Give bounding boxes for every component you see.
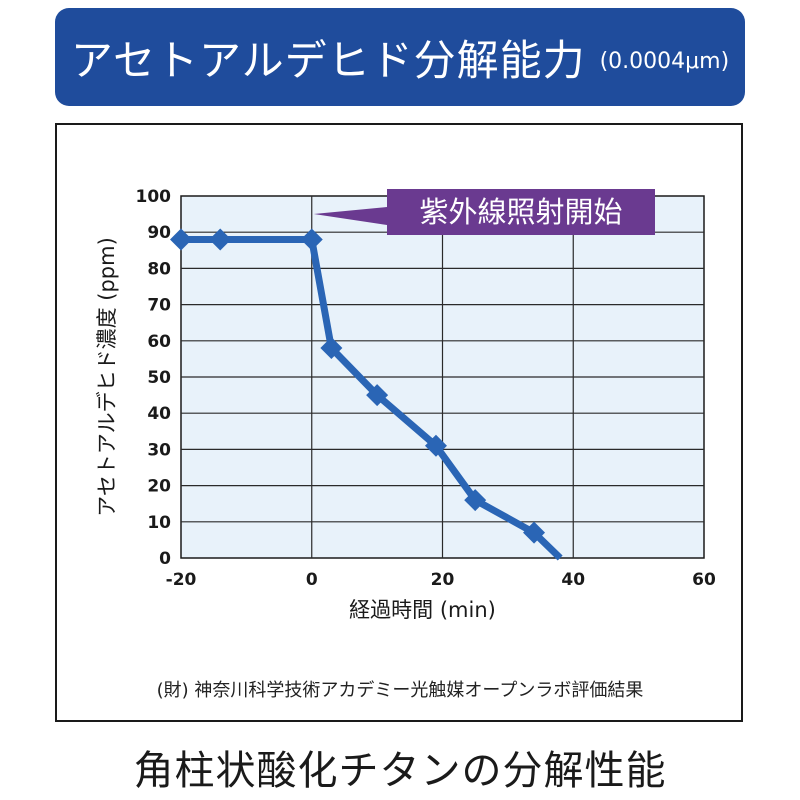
data-point	[523, 521, 546, 544]
chart-subtitle: (0.0004μm)	[599, 48, 730, 74]
y-tick-label: 60	[147, 332, 171, 352]
data-point	[209, 228, 232, 251]
y-tick-label: 70	[147, 296, 171, 316]
y-tick-label: 30	[147, 440, 171, 460]
y-tick-label: 80	[147, 259, 171, 279]
callout-label: 紫外線照射開始	[419, 195, 622, 229]
data-point	[300, 228, 323, 251]
callout-box	[387, 189, 655, 235]
y-tick-label: 50	[147, 368, 171, 388]
x-tick-label: 60	[692, 570, 716, 590]
x-tick-label: 20	[431, 570, 455, 590]
caption: 角柱状酸化チタンの分解性能	[133, 748, 667, 794]
y-tick-label: 0	[159, 549, 171, 569]
data-point	[424, 434, 447, 457]
x-tick-label: 0	[306, 570, 318, 590]
data-point	[464, 489, 487, 512]
y-tick-label: 90	[147, 223, 171, 243]
y-tick-label: 20	[147, 477, 171, 497]
chart-title: アセトアルデヒド分解能力	[70, 35, 586, 85]
data-point	[170, 228, 192, 251]
y-axis-label: アセトアルデヒド濃度 (ppm)	[95, 237, 119, 517]
callout-pointer	[313, 207, 387, 225]
x-tick-label: -20	[166, 570, 197, 590]
title-banner: アセトアルデヒド分解能力 (0.0004μm)	[55, 8, 745, 106]
source-note: (財) 神奈川科学技術アカデミー光触媒オープンラボ評価結果	[156, 680, 644, 701]
y-tick-label: 100	[136, 187, 172, 207]
data-point	[320, 337, 343, 360]
y-tick-label: 10	[147, 513, 171, 533]
x-axis-label: 経過時間 (min)	[349, 598, 496, 622]
y-tick-label: 40	[147, 404, 171, 424]
x-tick-label: 40	[561, 570, 585, 590]
data-point	[366, 384, 389, 407]
